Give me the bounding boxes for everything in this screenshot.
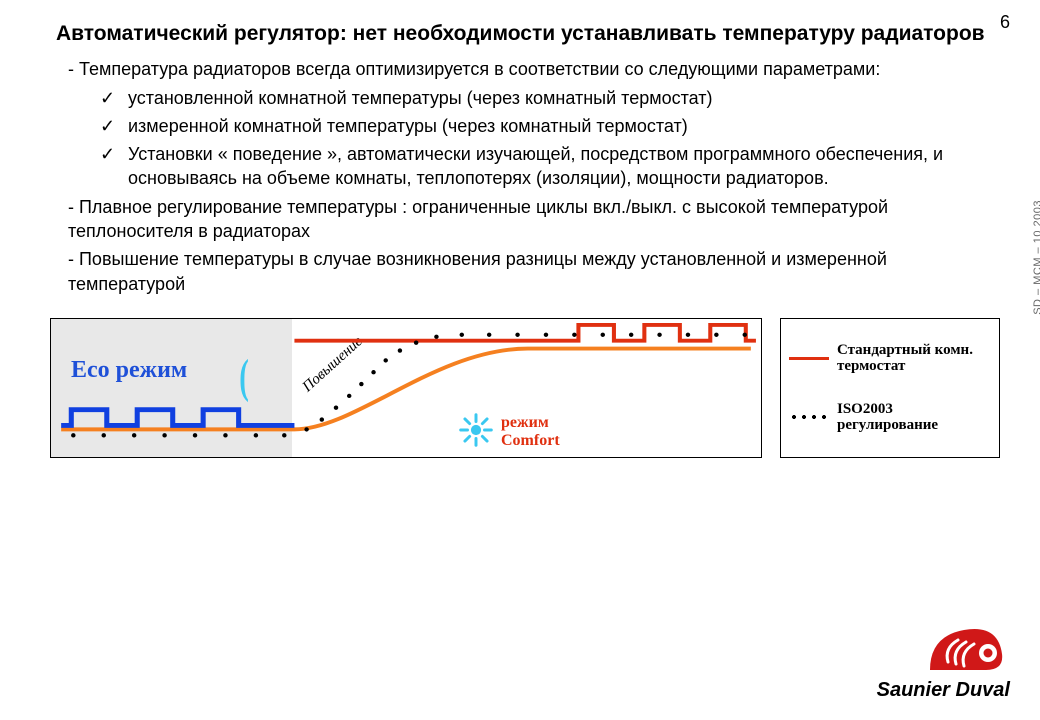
brand-logo: Saunier Duval <box>877 618 1010 702</box>
legend-text-2-l1: ISO2003 <box>837 401 893 417</box>
legend-item-thermostat: Стандартный комн. термостат <box>789 342 991 375</box>
comfort-label-line2: Comfort <box>501 432 560 449</box>
page-number: 6 <box>1000 12 1010 33</box>
bullet-check-2-text: измеренной комнатной температуры (через … <box>128 116 688 136</box>
chart-lines <box>51 319 761 457</box>
logo-icon <box>920 618 1010 678</box>
legend-text-1: Стандартный комн. термостат <box>837 342 991 375</box>
bullet-check-3-text: Установки « поведение », автоматически и… <box>128 144 943 188</box>
sun-icon <box>459 413 493 447</box>
legend-item-iso: ISO2003 регулирование <box>789 401 991 434</box>
legend-dots-swatch <box>789 414 829 420</box>
check-icon: ✓ <box>100 86 115 110</box>
legend-text-2: ISO2003 регулирование <box>837 401 938 434</box>
check-icon: ✓ <box>100 114 115 138</box>
bullet-intro: - Температура радиаторов всегда оптимизи… <box>56 57 1000 81</box>
side-reference: SD – MCM – 10 2003 <box>1032 200 1040 315</box>
bullet-3: - Повышение температуры в случае возникн… <box>56 247 1000 296</box>
page-title: Автоматический регулятор: нет необходимо… <box>50 20 1000 47</box>
bullet-check-1-text: установленной комнатной температуры (чер… <box>128 88 713 108</box>
diagram-row: Eco режим ( Повышение <box>50 318 1000 458</box>
legend: Стандартный комн. термостат ISO2003 регу… <box>780 318 1000 458</box>
bullet-check-2: ✓ измеренной комнатной температуры (через… <box>100 114 1000 138</box>
brand-name: Saunier Duval <box>877 679 1010 702</box>
bullet-check-1: ✓ установленной комнатной температуры (че… <box>100 86 1000 110</box>
comfort-label: режим Comfort <box>501 414 560 449</box>
legend-text-2-l2: регулирование <box>837 417 938 433</box>
legend-line-swatch <box>789 357 829 360</box>
comfort-label-line1: режим <box>501 414 549 431</box>
check-icon: ✓ <box>100 142 115 166</box>
chart: Eco режим ( Повышение <box>50 318 762 458</box>
bullet-check-3: ✓ Установки « поведение », автоматически … <box>100 142 1000 191</box>
bullet-2: - Плавное регулирование температуры : ог… <box>56 195 1000 244</box>
